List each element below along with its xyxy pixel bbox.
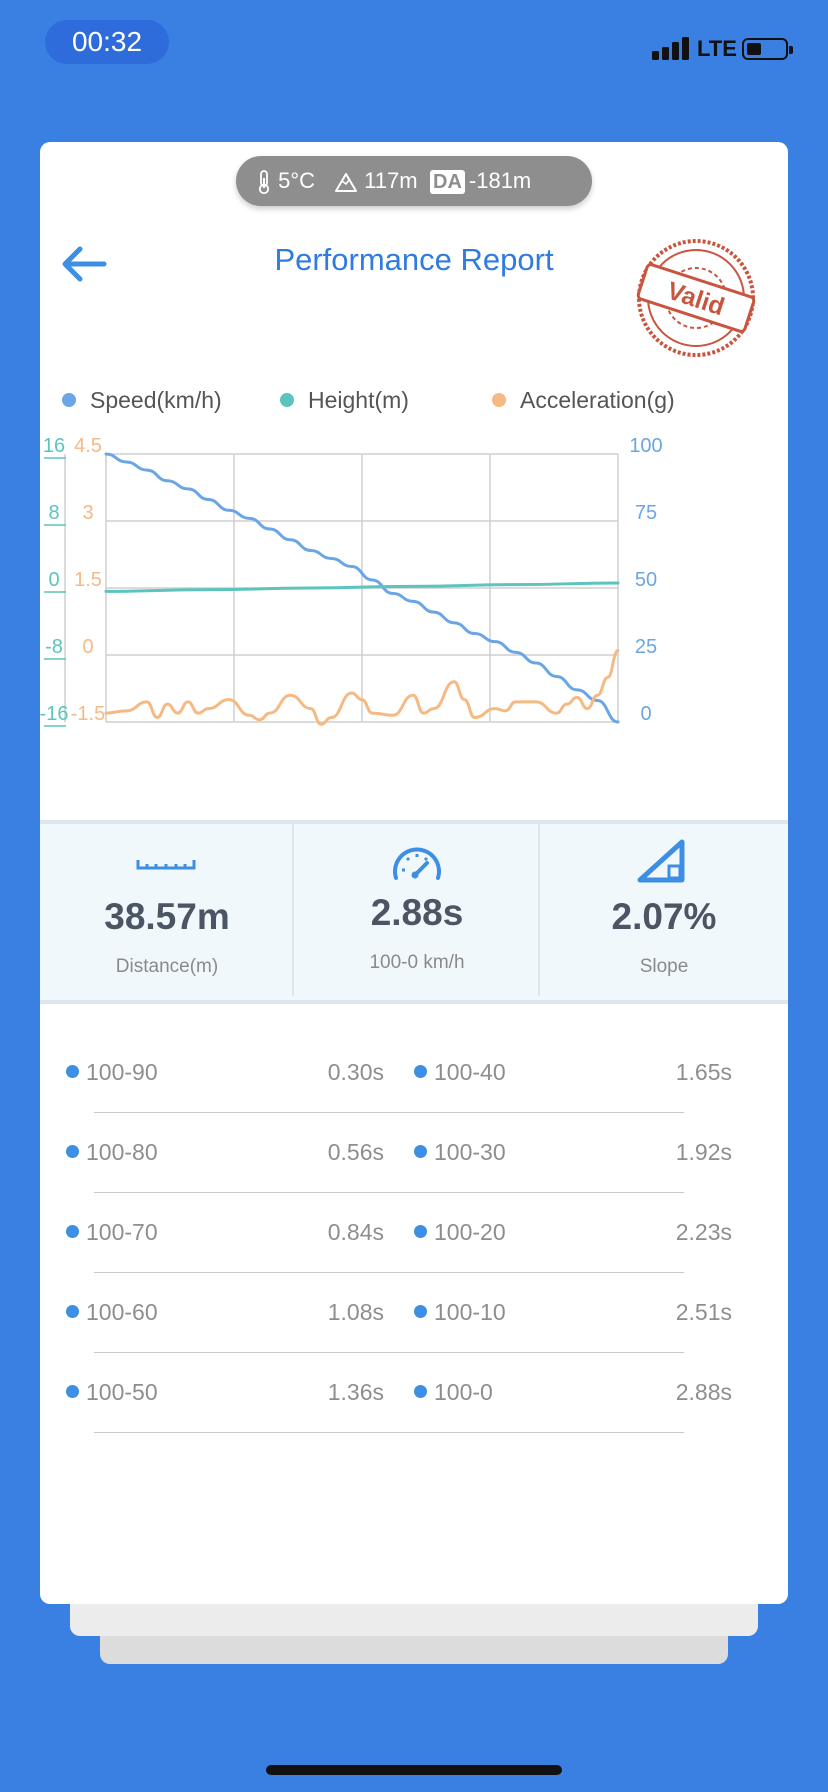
split-row: 100-90 0.30s 100-40 1.65s xyxy=(40,1032,788,1113)
signal-icon xyxy=(652,36,692,60)
acceleration-axis-tick: -1.5 xyxy=(71,703,105,725)
slope-icon xyxy=(637,839,685,883)
speed-axis-tick: 50 xyxy=(635,569,657,591)
acceleration-line xyxy=(104,649,620,726)
thermometer-icon xyxy=(258,170,270,195)
row-divider xyxy=(94,1192,684,1193)
speed-axis-tick: 100 xyxy=(629,435,662,457)
slope-value: 2.07% xyxy=(611,896,717,937)
legend-acceleration-label: Acceleration(g) xyxy=(520,387,675,413)
stat-distance: 38.57m Distance(m) xyxy=(40,824,294,1002)
speed-axis-tick: 0 xyxy=(640,703,651,725)
brake-time-label: 100-0 km/h xyxy=(369,952,465,973)
stats-bottom-border xyxy=(40,1000,788,1004)
stat-slope: 2.07% Slope xyxy=(540,824,788,1002)
split-time: 0.56s xyxy=(327,1139,384,1165)
split-time: 2.23s xyxy=(675,1219,732,1245)
row-divider xyxy=(94,1112,684,1113)
split-time: 0.30s xyxy=(327,1059,384,1085)
legend-acceleration: Acceleration(g) xyxy=(492,380,675,420)
split-label: 100-90 xyxy=(66,1054,158,1090)
distance-value: 38.57m xyxy=(104,896,230,937)
status-bar: 00:32 LTE xyxy=(0,0,828,90)
split-time: 2.51s xyxy=(675,1299,732,1325)
row-divider xyxy=(94,1432,684,1433)
split-label: 100-20 xyxy=(414,1214,506,1250)
ruler-icon xyxy=(136,860,196,870)
height-axis-tick: -8 xyxy=(45,636,63,658)
acceleration-axis-tick: 3 xyxy=(82,502,93,524)
distance-label: Distance(m) xyxy=(115,956,219,977)
legend-height: Height(m) xyxy=(280,380,409,420)
mountain-icon xyxy=(335,173,357,193)
split-time: 0.84s xyxy=(327,1219,384,1245)
split-label: 100-70 xyxy=(66,1214,158,1250)
split-time: 2.88s xyxy=(675,1379,732,1405)
acceleration-axis-tick: 0 xyxy=(82,636,93,658)
clock: 00:32 xyxy=(45,20,169,64)
battery-icon xyxy=(742,38,793,60)
report-card: 5°C 117m DA -181m Performance Report Vali… xyxy=(40,142,788,1604)
density-altitude: DA -181m xyxy=(430,156,531,206)
split-label: 100-0 xyxy=(414,1374,493,1410)
split-label: 100-80 xyxy=(66,1134,158,1170)
row-divider xyxy=(94,1272,684,1273)
height-axis-tick: 8 xyxy=(48,502,59,524)
legend-speed: Speed(km/h) xyxy=(62,380,222,420)
network-label: LTE xyxy=(697,36,737,61)
height-line xyxy=(104,581,620,593)
height-axis-tick: 16 xyxy=(43,435,65,457)
split-label: 100-10 xyxy=(414,1294,506,1330)
split-label: 100-40 xyxy=(414,1054,506,1090)
split-label: 100-60 xyxy=(66,1294,158,1330)
stats-panel: 38.57m Distance(m) 2.88s 100-0 km/h 2.07… xyxy=(40,824,788,1002)
back-arrow-icon[interactable] xyxy=(56,240,112,288)
da-badge: DA xyxy=(430,170,465,195)
legend-height-dot xyxy=(280,392,294,407)
speed-axis-tick: 75 xyxy=(635,502,657,524)
valid-stamp: Valid xyxy=(636,239,756,357)
performance-chart: 16 8 0 -8 -16 4.5 3 1.5 0 -1.5 100 75 50 25 0 xyxy=(40,435,663,727)
environment-pill: 5°C 117m DA -181m xyxy=(236,156,592,206)
home-indicator[interactable] xyxy=(266,1765,562,1775)
split-row: 100-50 1.36s 100-0 2.88s xyxy=(40,1352,788,1433)
page-title: Performance Report xyxy=(274,242,554,277)
slope-label: Slope xyxy=(639,956,689,977)
temperature: 5°C xyxy=(256,156,315,206)
height-axis-tick: 0 xyxy=(48,569,59,591)
split-time: 1.65s xyxy=(675,1059,732,1085)
split-row: 100-70 0.84s 100-20 2.23s xyxy=(40,1192,788,1273)
brake-time-value: 2.88s xyxy=(370,892,464,933)
legend-speed-dot xyxy=(62,392,76,407)
density-altitude-value: -181m xyxy=(468,168,532,193)
height-axis-tick: -16 xyxy=(40,703,68,725)
split-row: 100-60 1.08s 100-10 2.51s xyxy=(40,1272,788,1353)
chart-legend: Speed(km/h) Height(m) Acceleration(g) xyxy=(40,380,788,420)
speedometer-icon xyxy=(393,847,441,880)
altitude: 117m xyxy=(334,156,418,206)
legend-acceleration-dot xyxy=(492,392,506,407)
split-time: 1.92s xyxy=(675,1139,732,1165)
acceleration-axis-tick: 4.5 xyxy=(74,435,102,457)
legend-height-label: Height(m) xyxy=(308,387,409,413)
split-row: 100-80 0.56s 100-30 1.92s xyxy=(40,1112,788,1193)
stats-top-border xyxy=(40,820,788,824)
speed-line xyxy=(104,452,620,724)
split-time: 1.36s xyxy=(327,1379,384,1405)
altitude-value: 117m xyxy=(364,168,418,193)
row-divider xyxy=(94,1352,684,1353)
split-label: 100-30 xyxy=(414,1134,506,1170)
legend-speed-label: Speed(km/h) xyxy=(90,387,222,413)
temperature-value: 5°C xyxy=(278,168,316,193)
acceleration-axis-tick: 1.5 xyxy=(74,569,102,591)
split-label: 100-50 xyxy=(66,1374,158,1410)
speed-axis-tick: 25 xyxy=(635,636,657,658)
split-time: 1.08s xyxy=(327,1299,384,1325)
stat-brake-time: 2.88s 100-0 km/h xyxy=(294,824,540,1002)
